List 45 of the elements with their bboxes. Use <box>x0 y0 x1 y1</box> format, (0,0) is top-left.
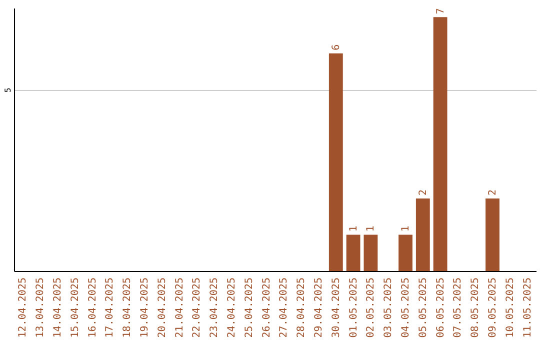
x-tick-label: 17.04.2025 <box>104 278 116 338</box>
bar <box>433 17 448 271</box>
bar <box>328 53 343 271</box>
x-tick-label: 04.05.2025 <box>400 278 412 338</box>
x-tick-label: 25.04.2025 <box>244 278 255 338</box>
x-tick-label: 16.04.2025 <box>87 278 98 338</box>
bar <box>416 198 430 271</box>
x-tick-label: 05.05.2025 <box>418 278 429 338</box>
bar <box>346 234 360 271</box>
bar <box>398 234 412 271</box>
x-tick-label: 21.04.2025 <box>174 278 186 338</box>
bar <box>364 234 378 271</box>
x-tick-label: 29.04.2025 <box>314 278 324 338</box>
data-label: 2 <box>488 189 498 196</box>
data-label: 6 <box>330 44 342 50</box>
x-tick-label: 09.05.2025 <box>488 278 498 338</box>
x-tick-label: 01.05.2025 <box>348 278 360 338</box>
x-tick-label: 20.04.2025 <box>156 278 168 338</box>
x-tick-label: 30.04.2025 <box>330 278 342 338</box>
x-tick-label: 22.04.2025 <box>192 278 203 338</box>
data-label: 1 <box>366 226 377 232</box>
x-tick-label: 19.04.2025 <box>140 278 150 338</box>
x-tick-label: 14.04.2025 <box>52 278 64 338</box>
x-tick-label: 27.04.2025 <box>278 278 290 338</box>
data-label: 1 <box>400 226 412 232</box>
data-label: 1 <box>348 226 360 232</box>
x-tick-label: 11.05.2025 <box>522 278 534 338</box>
x-tick-label: 18.04.2025 <box>122 278 134 338</box>
x-tick-label: 08.05.2025 <box>470 278 482 338</box>
y-tick-label: 5 <box>4 88 12 93</box>
x-tick-label: 07.05.2025 <box>452 278 464 338</box>
x-tick-label: 12.04.2025 <box>18 278 29 338</box>
bar <box>486 198 500 271</box>
x-tick-label: 02.05.2025 <box>366 278 377 338</box>
x-tick-label: 26.04.2025 <box>261 278 272 338</box>
x-tick-label: 28.04.2025 <box>296 278 308 338</box>
x-tick-label: 03.05.2025 <box>383 278 394 338</box>
x-tick-label: 15.04.2025 <box>70 278 81 338</box>
x-tick-label: 23.04.2025 <box>209 278 220 338</box>
x-tick-label: 13.04.2025 <box>35 278 46 338</box>
data-label: 2 <box>418 189 429 196</box>
x-tick-label: 24.04.2025 <box>226 278 238 338</box>
data-label: 7 <box>435 8 446 14</box>
x-tick-label: 10.05.2025 <box>504 278 516 338</box>
x-tick-label: 06.05.2025 <box>435 278 446 338</box>
